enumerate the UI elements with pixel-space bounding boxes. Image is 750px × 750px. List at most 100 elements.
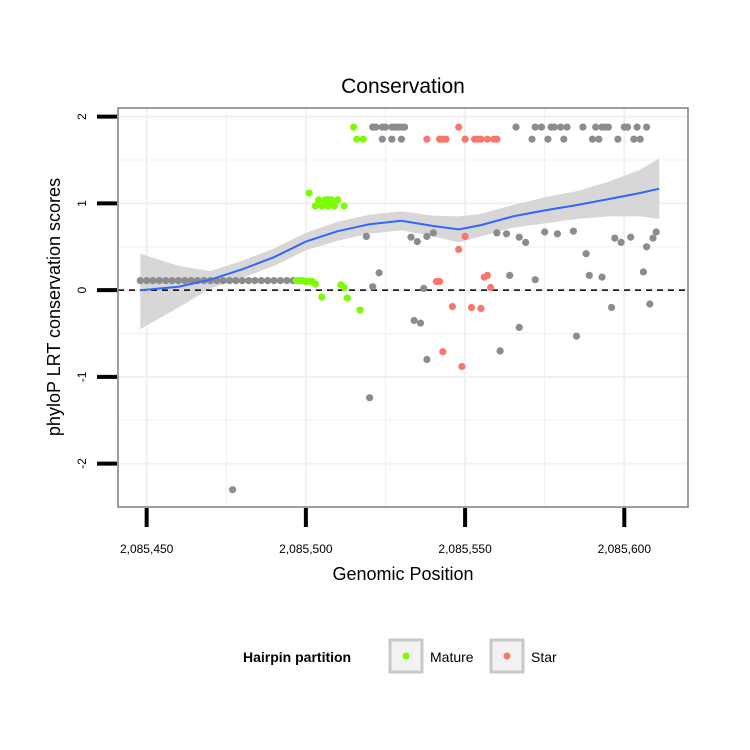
point-other [592,123,600,131]
plot-background [118,108,688,507]
point-star [455,245,463,253]
point-other [595,135,603,143]
point-mature [324,202,332,210]
point-other [563,123,571,131]
point-other [270,277,278,285]
point-other [168,277,176,285]
point-other [608,303,616,312]
point-other [372,123,380,131]
point-mature [327,196,335,204]
point-star [477,304,485,312]
point-other [515,233,523,241]
point-other [557,123,565,131]
point-other [649,234,657,242]
point-other [381,123,390,131]
point-mature [340,283,348,292]
point-other [143,277,151,285]
point-other [569,227,578,235]
point-other [502,230,511,238]
point-other [630,135,638,143]
y-tick-label: 0 [75,287,89,294]
point-star [487,283,495,292]
point-other [611,234,619,242]
point-other [413,238,421,246]
point-other [245,277,253,285]
point-star [455,123,463,131]
point-other [378,135,386,143]
point-mature [356,306,364,314]
point-other [257,277,265,285]
point-other [582,250,590,258]
point-other [550,123,558,131]
point-other [560,135,568,143]
point-other [652,228,660,236]
point-star [442,135,450,143]
legend-star-dot [503,652,511,660]
point-other [238,277,246,285]
point-other [506,271,514,279]
confidence-band [140,158,660,330]
point-mature [334,196,342,204]
point-other [369,283,377,291]
point-other [229,486,237,494]
x-tick-label: 2,085,500 [279,542,333,556]
point-other [429,229,437,237]
point-other [416,319,425,327]
point-other [623,123,632,131]
confidence-band-layer [140,158,660,330]
point-other [614,135,622,143]
point-other [643,243,651,251]
point-other [251,277,259,285]
point-mature [353,135,361,143]
x-tick-label: 2,085,450 [120,542,174,556]
point-other [636,135,644,143]
point-other [397,135,405,143]
point-other [531,123,539,131]
point-other [181,277,189,285]
point-other [410,316,418,325]
point-other [604,123,613,131]
point-other [136,277,144,285]
point-other [531,276,539,284]
smooth-line-layer [140,187,660,292]
point-star [493,135,501,143]
y-tick-label: 2 [75,113,89,120]
plot-panel [117,107,689,508]
point-other [572,332,581,340]
point-other [579,123,587,131]
point-other [585,271,593,279]
y-axis-title: phyloP LRT conservation scores [44,178,64,436]
point-star [467,303,476,312]
point-other [646,300,654,308]
point-other [162,277,170,285]
point-other [187,277,195,285]
legend-title: Hairpin partition [243,649,351,665]
point-other [264,277,272,285]
point-other [225,277,234,285]
point-other [420,284,428,292]
point-other [588,135,597,143]
legend-label-mature: Mature [430,649,474,665]
point-other [219,277,227,285]
legend: Hairpin partition Mature Star [243,638,557,674]
point-star [477,135,485,143]
point-other [362,232,370,240]
y-tick-label: -2 [75,458,89,469]
plot-border [117,107,689,508]
point-mature [311,280,319,288]
legend-label-star: Star [531,649,557,665]
data-points [136,123,660,494]
point-mature [315,196,323,204]
point-star [439,348,447,356]
point-other [276,277,284,285]
point-other [496,347,504,355]
point-other [541,228,549,236]
point-other [375,269,383,277]
y-axis: 2 1 0 -1 -2 [75,113,117,469]
point-mature [359,135,367,143]
point-mature [340,202,348,210]
point-other [512,123,520,131]
point-other [155,277,163,285]
point-star [461,232,469,240]
